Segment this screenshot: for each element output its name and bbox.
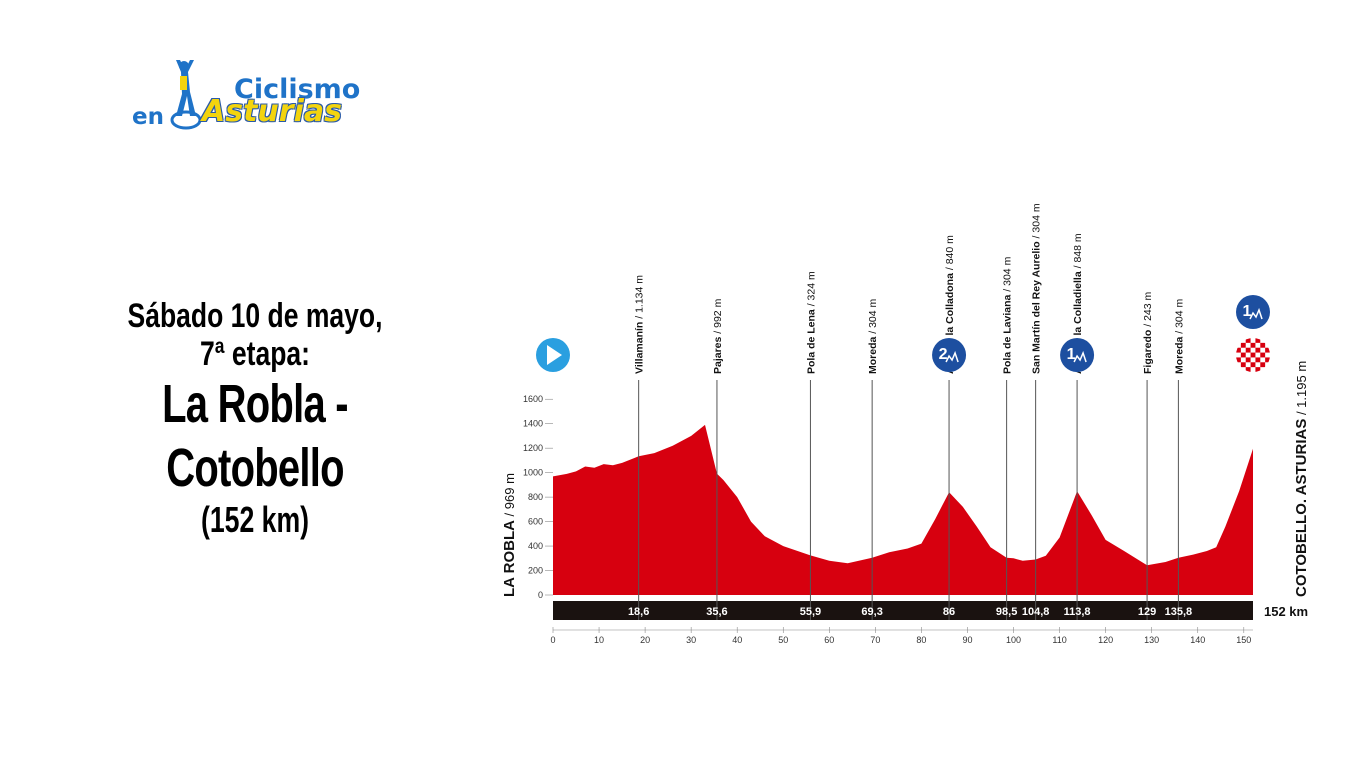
km-label: 69,3 (861, 606, 882, 618)
x-tick-label: 70 (870, 635, 880, 645)
stage-distance: (152 km) (200, 499, 310, 540)
logo-text-asturias: Asturias (202, 94, 342, 129)
stage-info: Sábado 10 de mayo, 7ª etapa: La Robla - … (40, 296, 470, 540)
logo: Ciclismo en Asturias (132, 58, 402, 138)
x-tick-label: 80 (916, 635, 926, 645)
x-tick-label: 30 (686, 635, 696, 645)
x-tick-label: 50 (778, 635, 788, 645)
climb-category-label: 1 (1067, 346, 1076, 363)
location-label: Figaredo / 243 m (1142, 291, 1154, 374)
y-tick-label: 600 (528, 517, 543, 527)
cyclist-logo-icon (170, 60, 202, 130)
x-tick-label: 20 (640, 635, 650, 645)
km-label: 98,5 (996, 606, 1017, 618)
x-tick-label: 0 (550, 635, 555, 645)
checkered-finish-icon (1236, 338, 1270, 372)
stage-number: 7ª etapa: (199, 335, 311, 373)
location-label: San Martín del Rey Aurelio / 304 m (1031, 203, 1043, 374)
total-distance-label: 152 km (1264, 604, 1308, 619)
location-label: Moreda / 304 m (867, 298, 879, 374)
km-label: 104,8 (1022, 606, 1050, 618)
x-tick-label: 150 (1236, 635, 1251, 645)
stage-date: Sábado 10 de mayo, (127, 297, 383, 335)
location-label: Moreda / 304 m (1173, 298, 1185, 374)
climb-category-label: 1 (1243, 303, 1252, 320)
y-tick-label: 1600 (523, 394, 543, 404)
stage-route: La Robla - Cotobello (162, 374, 348, 498)
x-tick-label: 140 (1190, 635, 1205, 645)
y-tick-label: 1400 (523, 419, 543, 429)
x-tick-label: 100 (1006, 635, 1021, 645)
mountain-category-icon: 2 (932, 338, 967, 372)
location-label: Pola de Lena / 324 m (805, 271, 817, 374)
x-tick-label: 10 (594, 635, 604, 645)
x-tick-label: 90 (962, 635, 972, 645)
km-label: 18,6 (628, 606, 649, 618)
mountain-category-icon: 1 (1236, 295, 1270, 329)
logo-text-ciclismo: Ciclismo (234, 74, 361, 105)
x-tick-label: 110 (1052, 635, 1066, 645)
x-tick-label: 130 (1144, 635, 1159, 645)
y-tick-label: 800 (528, 492, 543, 502)
km-label: 55,9 (800, 606, 821, 618)
location-label: Pola de Laviana / 304 m (1002, 256, 1014, 374)
start-label: LA ROBLA / 969 m (501, 473, 518, 597)
x-tick-label: 120 (1098, 635, 1113, 645)
y-tick-label: 1200 (523, 443, 543, 453)
km-label: 113,8 (1064, 606, 1091, 618)
mountain-category-icon: 1 (1060, 338, 1095, 372)
y-tick-label: 0 (538, 590, 543, 600)
logo-text-en: en (132, 104, 164, 130)
km-bar (553, 601, 1253, 620)
location-label: Pajares / 992 m (712, 298, 724, 374)
y-tick-label: 1000 (523, 468, 543, 478)
x-tick-label: 60 (824, 635, 834, 645)
location-label: Villamanín / 1.134 m (634, 275, 646, 374)
y-tick-label: 400 (528, 541, 543, 551)
start-play-icon (536, 338, 570, 372)
climb-category-label: 2 (939, 346, 948, 363)
finish-label: COTOBELLO. ASTURIAS / 1.195 m (1293, 361, 1310, 597)
km-label: 86 (943, 606, 955, 618)
km-label: 35,6 (706, 606, 727, 618)
y-tick-label: 200 (528, 566, 543, 576)
elevation-profile-area (553, 424, 1253, 595)
km-label: 135,8 (1165, 606, 1193, 618)
km-label: 129 (1138, 606, 1156, 618)
x-tick-label: 40 (732, 635, 742, 645)
